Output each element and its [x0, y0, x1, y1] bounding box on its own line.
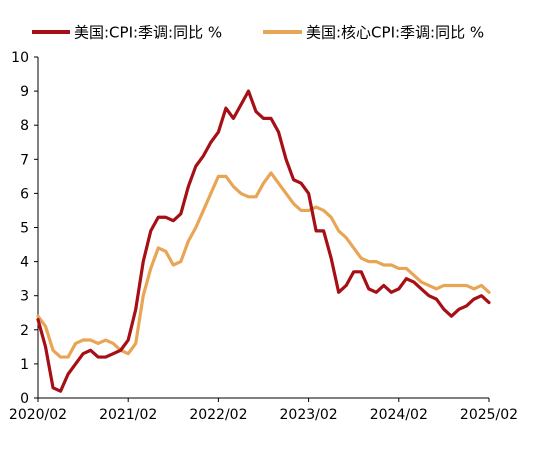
- y-tick-label: 3: [20, 289, 29, 305]
- series-line-cpi: [36, 89, 491, 393]
- legend-label-cpi: 美国:CPI:季调:同比 %: [74, 24, 222, 42]
- legend: 美国:CPI:季调:同比 % 美国:核心CPI:季调:同比 %: [32, 24, 484, 42]
- y-tick-label: 5: [20, 221, 29, 237]
- y-tick-label: 6: [20, 186, 29, 202]
- legend-item-core-cpi: 美国:核心CPI:季调:同比 %: [263, 24, 484, 42]
- legend-label-core-cpi: 美国:核心CPI:季调:同比 %: [306, 24, 484, 42]
- y-tick-label: 10: [11, 50, 29, 66]
- x-tick-label: 2021/02: [99, 407, 157, 423]
- x-tick-label: 2024/02: [370, 407, 428, 423]
- y-tick-label: 4: [20, 255, 29, 271]
- x-tick-label: 2022/02: [189, 407, 247, 423]
- x-tick-label: 2020/02: [9, 407, 67, 423]
- y-tick-label: 8: [20, 118, 29, 134]
- legend-item-cpi: 美国:CPI:季调:同比 %: [32, 24, 222, 42]
- y-tick-label: 1: [20, 357, 29, 373]
- series-layer: [36, 89, 491, 393]
- y-tick-label: 9: [20, 84, 29, 100]
- series-line-core-cpi: [36, 171, 491, 359]
- y-tick-label: 7: [20, 152, 29, 168]
- axes: 0 1 2 3 4 5 6 7 8 9 10 2020/02 2021/02 2022/02 2023/02…: [9, 50, 518, 423]
- y-tick-label: 2: [20, 323, 29, 339]
- x-tick-label: 2023/02: [280, 407, 338, 423]
- y-tick-label: 0: [20, 391, 29, 407]
- x-tick-label: 2025/02: [460, 407, 518, 423]
